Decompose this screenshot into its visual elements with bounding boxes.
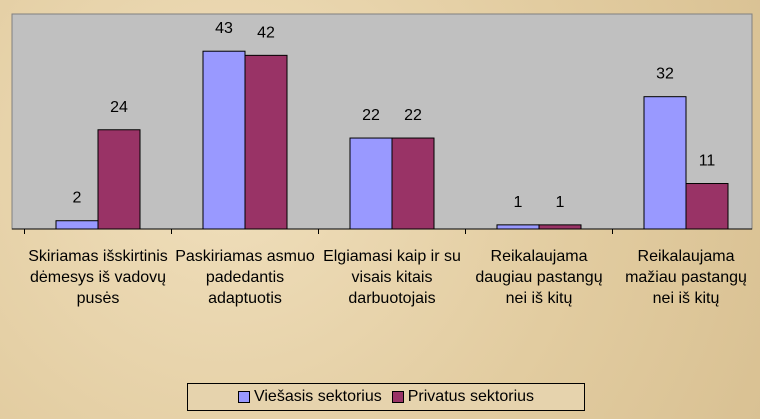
bar <box>202 50 246 230</box>
bar <box>55 220 99 230</box>
data-label: 1 <box>556 194 565 211</box>
x-tick-label: Paskiriamas asmuo padedantis adaptuotis <box>175 248 315 307</box>
data-label: 11 <box>699 153 716 170</box>
data-label: 1 <box>514 194 523 211</box>
legend-label: Viešasis sektorius <box>253 388 382 405</box>
bar <box>391 137 435 230</box>
bar <box>97 129 141 230</box>
legend-swatch <box>391 390 404 403</box>
data-label: 22 <box>404 107 422 124</box>
data-label: 22 <box>362 107 380 124</box>
legend-label: Privatus sektorius <box>407 388 535 405</box>
data-label: 24 <box>110 99 128 116</box>
bar <box>244 54 288 230</box>
x-tick-label: Reikalaujama mažiau pastangų nei iš kitų <box>625 248 747 307</box>
data-label: 2 <box>73 190 82 207</box>
legend: Viešasis sektorius Privatus sektorius <box>187 383 585 411</box>
bar <box>538 224 582 230</box>
bar <box>685 183 729 230</box>
bar <box>496 224 540 230</box>
legend-swatch <box>237 390 250 403</box>
legend-item: Privatus sektorius <box>391 388 535 406</box>
data-label: 43 <box>215 20 233 37</box>
data-label: 32 <box>656 66 674 83</box>
bar <box>349 137 393 230</box>
x-tick-label: Elgiamasi kaip ir su visais kitais darbu… <box>323 248 461 307</box>
legend-item: Viešasis sektorius <box>237 388 382 406</box>
bar <box>643 96 687 230</box>
x-tick-label: Skiriamas išskirtinis dėmesys iš vadovų … <box>28 248 168 307</box>
data-label: 42 <box>257 24 275 41</box>
x-tick-label: Reikalaujama daugiau pastangų nei iš kit… <box>475 248 603 307</box>
